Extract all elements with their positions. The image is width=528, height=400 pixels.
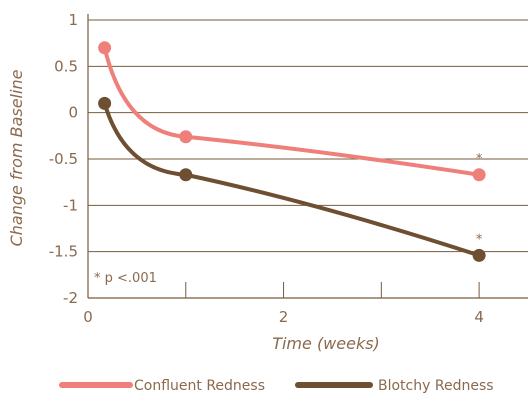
data-point xyxy=(98,96,112,110)
x-tick-label: 0 xyxy=(83,308,93,326)
y-tick-label: -1.5 xyxy=(49,243,78,261)
y-tick-label: -1 xyxy=(63,196,78,214)
significance-annotation: * p <.001 xyxy=(94,271,157,286)
legend-label: Confluent Redness xyxy=(134,378,265,394)
series-line-0 xyxy=(102,45,482,177)
legend-label: Blotchy Redness xyxy=(378,378,494,394)
data-point xyxy=(98,41,112,55)
label-layer: Change from Baseline Time (weeks) * p <.… xyxy=(7,11,484,353)
series-line-1 xyxy=(102,101,482,258)
data-point xyxy=(472,168,486,182)
x-tick-label: 4 xyxy=(474,308,484,326)
data-point xyxy=(179,130,193,144)
data-point xyxy=(472,248,486,262)
y-tick-label: 0.5 xyxy=(54,57,78,75)
y-tick-label: 1 xyxy=(68,11,78,29)
y-tick-label: 0 xyxy=(68,104,78,122)
x-tick-label: 2 xyxy=(279,308,289,326)
x-axis-title: Time (weeks) xyxy=(272,334,380,353)
data-point xyxy=(179,168,193,182)
significance-star: * xyxy=(476,152,483,167)
legend: Confluent Redness Blotchy Redness xyxy=(59,378,494,394)
axis-layer xyxy=(87,14,528,299)
significance-star: * xyxy=(476,232,483,247)
y-tick-label: -0.5 xyxy=(49,150,78,168)
y-axis-title: Change from Baseline xyxy=(7,69,26,246)
grid-layer xyxy=(88,19,528,253)
series-layer xyxy=(98,41,486,262)
y-tick-label: -2 xyxy=(63,289,78,307)
